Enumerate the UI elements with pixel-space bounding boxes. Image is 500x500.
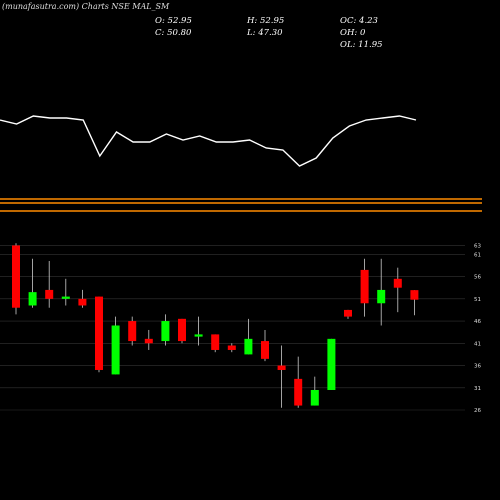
y-tick-label: 51 (474, 297, 481, 303)
candle-body (78, 298, 87, 306)
y-tick-label: 63 (474, 243, 481, 249)
grid (0, 245, 465, 411)
candle-body (410, 290, 419, 300)
chart-title: (munafasutra.com) Charts NSE MAL_SM (2, 2, 170, 11)
candle (294, 356, 303, 408)
y-tick-label: 26 (474, 408, 481, 414)
candle-body (227, 345, 236, 350)
candle-body (45, 289, 54, 299)
oh-value: OH: 0 (340, 28, 366, 38)
candle (45, 261, 54, 308)
candle-body (393, 278, 402, 288)
candle (244, 318, 253, 355)
candle-body (95, 296, 103, 370)
indicator-panel (0, 115, 417, 167)
candle-body (144, 338, 153, 344)
candle (227, 343, 236, 353)
candle (410, 290, 419, 316)
open-value: O: 52.95 (155, 16, 192, 26)
low-value: L: 47.30 (247, 28, 283, 38)
candle (194, 316, 203, 346)
candle (277, 345, 286, 408)
candle (161, 314, 170, 346)
candle (178, 318, 186, 344)
candle (344, 309, 352, 319)
ol-value: OL: 11.95 (340, 40, 383, 50)
indicator-line (0, 115, 417, 167)
candle (144, 329, 153, 350)
candle-body (294, 378, 303, 406)
candle-body (344, 309, 352, 317)
y-axis: 26 31 36 41 46 51 56 61 63 (474, 243, 481, 414)
y-tick-label: 56 (474, 275, 481, 281)
candle-body (128, 321, 137, 342)
candle (95, 296, 103, 373)
candle-body (377, 289, 386, 304)
candle-body (327, 338, 336, 390)
candle (28, 258, 37, 308)
candle-body (61, 296, 70, 299)
candle (111, 316, 120, 375)
candle-body (161, 321, 170, 342)
candle-body (111, 325, 120, 375)
candle (211, 334, 220, 353)
candles (12, 243, 419, 408)
candle-body (310, 389, 319, 406)
candle-body (194, 334, 203, 337)
candle-body (211, 334, 220, 350)
y-tick-label: 36 (474, 364, 481, 370)
close-value: C: 50.80 (155, 28, 192, 38)
y-tick-label: 31 (474, 386, 481, 392)
candle-body (261, 341, 269, 359)
band-divider (0, 198, 482, 212)
candle-body (12, 245, 20, 308)
candle (377, 258, 386, 326)
candle (327, 338, 336, 390)
y-tick-label: 46 (474, 319, 481, 325)
high-value: H: 52.95 (247, 16, 285, 26)
candle (12, 243, 20, 315)
candle (128, 316, 137, 346)
candle-body (178, 318, 186, 342)
candle (78, 289, 87, 308)
oc-value: OC: 4.23 (340, 16, 378, 26)
candle (61, 278, 70, 306)
candle-body (277, 365, 286, 370)
candle (310, 376, 319, 406)
candle (360, 258, 369, 317)
y-tick-label: 61 (474, 252, 481, 258)
candle (393, 267, 402, 313)
candle-body (244, 338, 253, 355)
candle (261, 329, 269, 362)
candle-body (360, 269, 369, 304)
y-tick-label: 41 (474, 341, 481, 347)
candle-body (28, 292, 37, 306)
